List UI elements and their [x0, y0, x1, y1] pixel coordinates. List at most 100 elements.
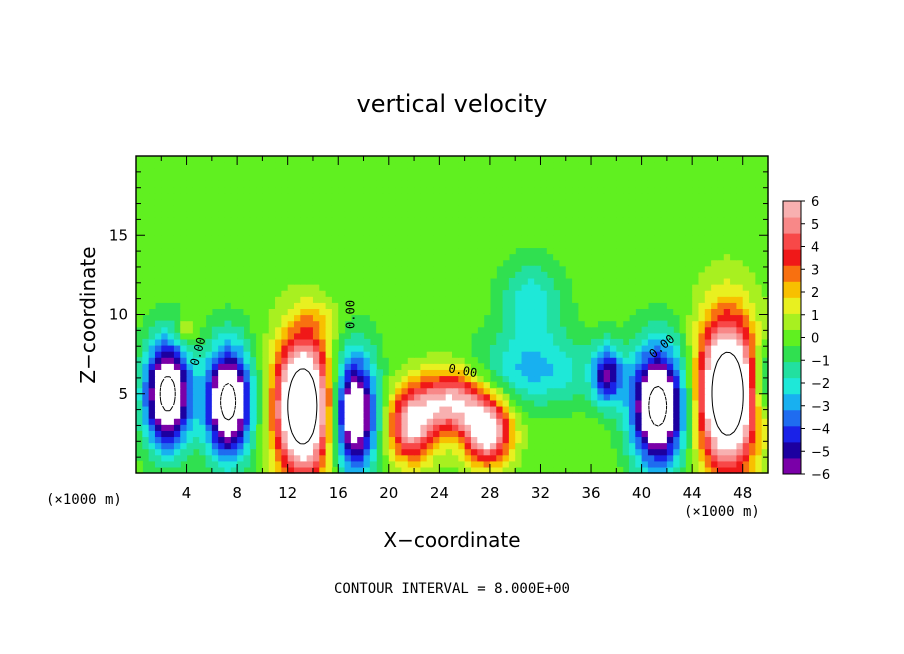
field-cell — [565, 265, 573, 273]
field-cell — [685, 277, 693, 285]
field-cell — [300, 430, 308, 438]
field-cell — [167, 253, 175, 261]
field-cell — [641, 375, 649, 383]
field-cell — [597, 351, 605, 358]
colorbar-swatch — [783, 249, 801, 266]
field-cell — [521, 351, 529, 358]
field-cell — [192, 271, 200, 279]
field-cell — [483, 186, 491, 194]
field-cell — [452, 229, 459, 236]
field-cell — [654, 381, 662, 389]
field-cell — [534, 418, 542, 425]
field-cell — [483, 290, 491, 297]
field-cell — [572, 460, 579, 468]
field-cell — [515, 454, 523, 462]
field-cell — [458, 210, 466, 218]
field-cell — [452, 351, 459, 358]
field-cell — [376, 156, 384, 163]
field-cell — [287, 216, 295, 224]
field-cell — [591, 216, 598, 224]
field-cell — [477, 308, 485, 316]
field-cell — [407, 393, 415, 401]
field-cell — [148, 363, 156, 370]
x-tick-label: 36 — [581, 484, 600, 502]
field-cell — [281, 192, 289, 200]
field-cell — [224, 363, 232, 370]
field-cell — [502, 412, 510, 419]
field-cell — [591, 192, 598, 200]
field-cell — [540, 387, 548, 395]
field-cell — [325, 320, 333, 328]
field-cell — [205, 412, 213, 419]
field-cell — [717, 460, 725, 468]
field-cell — [515, 381, 523, 389]
field-cell — [426, 210, 434, 218]
field-cell — [489, 198, 497, 206]
field-cell — [173, 216, 181, 224]
field-cell — [654, 442, 662, 450]
field-cell — [749, 180, 756, 188]
field-cell — [136, 284, 143, 291]
field-cell — [546, 235, 554, 242]
field-cell — [610, 216, 617, 224]
field-cell — [262, 332, 270, 340]
field-cell — [414, 284, 421, 291]
field-cell — [673, 405, 681, 413]
field-cell — [136, 253, 143, 261]
field-cell — [565, 448, 573, 456]
field-cell — [161, 351, 169, 358]
field-cell — [275, 186, 282, 194]
field-cell — [237, 277, 245, 285]
field-cell — [319, 357, 327, 364]
field-cell — [445, 320, 453, 328]
field-cell — [350, 162, 358, 169]
x-unit-right: (×1000 m) — [684, 504, 760, 520]
field-cell — [224, 216, 232, 224]
field-cell — [508, 235, 516, 242]
field-cell — [553, 235, 561, 242]
field-cell — [597, 235, 605, 242]
field-cell — [736, 332, 744, 340]
field-cell — [704, 424, 712, 431]
field-cell — [319, 393, 327, 401]
field-cell — [654, 253, 662, 261]
field-cell — [300, 412, 308, 419]
field-cell — [395, 320, 403, 328]
field-cell — [470, 259, 478, 267]
field-cell — [294, 314, 301, 322]
field-cell — [268, 253, 276, 261]
field-cell — [230, 265, 238, 273]
field-cell — [256, 290, 263, 297]
field-cell — [407, 241, 415, 249]
field-cell — [553, 393, 561, 401]
field-cell — [161, 296, 169, 303]
field-cell — [679, 186, 687, 194]
field-cell — [262, 229, 270, 236]
field-cell — [591, 247, 598, 255]
field-cell — [578, 344, 586, 352]
field-cell — [312, 460, 320, 468]
field-cell — [641, 363, 649, 370]
field-cell — [711, 442, 719, 450]
field-cell — [161, 277, 169, 285]
field-cell — [527, 210, 535, 218]
field-cell — [685, 162, 693, 169]
field-cell — [230, 247, 238, 255]
field-cell — [275, 168, 282, 175]
field-cell — [199, 284, 207, 291]
field-cell — [338, 308, 346, 316]
field-cell — [470, 247, 478, 255]
field-cell — [477, 466, 485, 474]
field-cell — [287, 314, 295, 322]
field-cell — [401, 320, 409, 328]
field-cell — [622, 424, 630, 431]
field-cell — [363, 338, 371, 346]
field-cell — [553, 369, 561, 377]
field-cell — [161, 387, 169, 395]
field-cell — [306, 351, 314, 358]
field-cell — [527, 460, 535, 468]
field-cell — [180, 204, 188, 212]
field-cell — [483, 235, 491, 242]
field-cell — [736, 241, 744, 249]
field-cell — [559, 204, 567, 212]
